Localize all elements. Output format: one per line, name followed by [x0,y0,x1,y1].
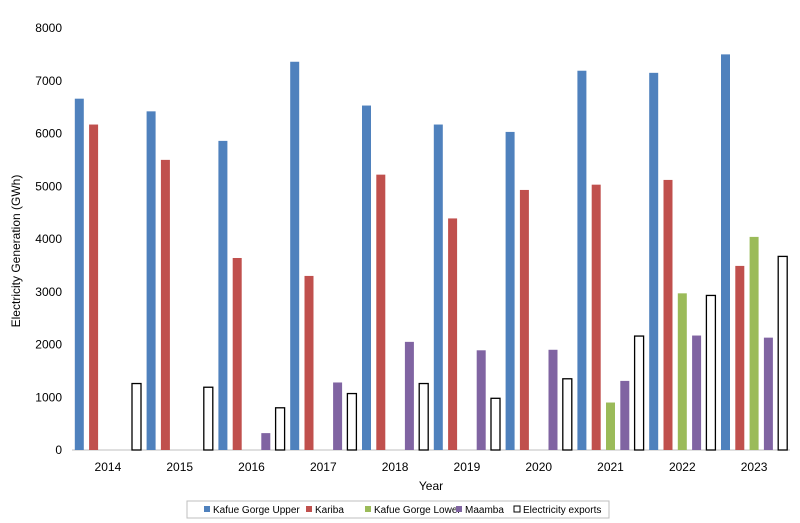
legend: Kafue Gorge Upper Kariba Kafue Gorge Lower… [186,500,610,519]
x-tick-label: 2016 [238,460,265,474]
bar [274,407,286,451]
legend-items: Kafue Gorge Upper Kariba Kafue Gorge Lower… [204,505,601,516]
x-tick-label: 2022 [669,460,696,474]
bar [677,293,687,450]
x-tick-label: 2019 [454,460,481,474]
y-tick-label: 7000 [35,74,62,88]
bar [562,378,573,451]
y-axis-title: Electricity Generation (GWh) [9,175,23,328]
bars [74,54,788,451]
legend-label: Maamba [465,505,504,516]
bar [433,124,443,450]
legend-marker [365,506,371,512]
bar [232,257,242,450]
bar [705,294,717,451]
x-tick-label: 2018 [382,460,409,474]
y-tick-label: 6000 [35,127,62,141]
bar [749,236,759,450]
y-tick-label: 3000 [35,285,62,299]
bar [74,98,84,450]
y-tick-label: 0 [55,443,62,457]
y-tick-label: 2000 [35,338,62,352]
bar [777,255,788,451]
bar [692,335,702,450]
x-tick-label: 2014 [95,460,122,474]
bar [633,335,645,451]
bar [548,349,558,450]
bar [591,184,601,451]
bar [290,61,300,450]
legend-label: Kariba [315,505,344,516]
y-tick-label: 5000 [35,179,62,193]
bar [663,179,673,451]
bar [376,174,386,450]
y-tick-label: 4000 [35,232,62,246]
bar [606,402,615,450]
bar [261,433,271,450]
x-tick-label: 2020 [525,460,552,474]
bar [505,131,515,451]
legend-label: Kafue Gorge Upper [213,505,300,516]
bar [418,382,429,451]
bar [203,386,214,451]
bar [577,70,587,450]
bar [448,218,458,450]
bar [146,111,156,450]
legend-marker [204,506,210,512]
bar [89,124,99,450]
x-tick-label: 2021 [597,460,624,474]
legend-label: Kafue Gorge Lower [374,505,461,516]
bar [346,392,358,451]
bar [490,397,501,451]
bar [304,275,314,450]
legend-marker [306,506,312,512]
bar [333,382,343,450]
bar [160,159,170,450]
x-tick-label: 2017 [310,460,337,474]
bar [404,341,414,450]
bar [735,265,745,450]
x-axis-title: Year [419,479,443,493]
x-tick-label: 2023 [741,460,768,474]
bar [620,380,630,450]
x-axis-ticks: 2014 2015 2016 2017 2018 2019 2020 2021 2022 2023 [95,460,768,474]
bar [131,382,142,451]
bar [763,337,773,450]
bar [519,189,529,450]
bar [362,105,371,450]
legend-marker [456,506,462,512]
bar [649,72,659,451]
y-tick-label: 8000 [35,21,62,35]
y-axis-ticks: 0 1000 2000 3000 4000 5000 6000 7000 8000 [35,21,62,457]
bar [721,54,730,450]
legend-box [186,500,610,519]
bar [476,350,486,450]
x-tick-label: 2015 [166,460,193,474]
bar [218,140,228,450]
legend-label: Electricity exports [523,505,601,516]
legend-marker [513,505,521,513]
y-tick-label: 1000 [35,390,62,404]
